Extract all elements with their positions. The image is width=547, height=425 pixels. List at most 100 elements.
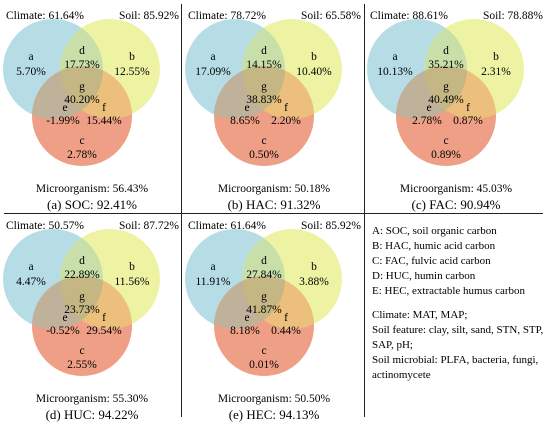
region-a-value: 5.70% (16, 66, 46, 78)
region-c-value: 0.01% (249, 359, 279, 371)
region-b-value: 12.55% (114, 66, 150, 78)
divider-vertical-1 (181, 4, 182, 417)
region-f-letter: f (284, 312, 288, 324)
soil-label: Soil: 85.92% (300, 220, 361, 232)
region-b-value: 11.56% (114, 276, 150, 288)
region-f-value: 0.44% (271, 325, 301, 337)
legend-microbial-factors: Soil microbial: PLFA, bacteria, fungi, a… (372, 354, 539, 381)
region-b-letter: b (129, 261, 135, 273)
region-g-letter: g (261, 291, 267, 303)
panel-caption: (e) HEC: 94.13% (228, 407, 320, 422)
panel-caption: (a) SOC: 92.41% (47, 197, 137, 212)
region-e-letter: e (244, 312, 250, 324)
region-f-letter: f (284, 102, 288, 114)
region-a-value: 4.47% (16, 276, 46, 288)
region-b-value: 3.88% (299, 276, 329, 288)
climate-label: Climate: 61.64% (188, 220, 266, 232)
venn-diagram (185, 229, 342, 376)
region-e-value: -1.99% (46, 115, 80, 127)
region-e-letter: e (244, 102, 250, 114)
region-a-letter: a (210, 51, 216, 63)
region-c-value: 2.55% (67, 359, 97, 371)
legend-item-soc: A: SOC, soil organic carbon (372, 225, 497, 237)
venn-panel-soc: Climate: 61.64% Soil: 85.92% a 5.70% b 12.55%… (2, 4, 183, 215)
region-c-letter: c (261, 135, 267, 147)
region-g-value: 41.87% (246, 304, 282, 316)
region-a-value: 11.91% (195, 276, 231, 288)
divider-horizontal (4, 213, 543, 214)
region-a-letter: a (392, 51, 398, 63)
region-d-value: 17.73% (64, 59, 100, 71)
region-f-letter: f (466, 102, 470, 114)
divider-vertical-2 (364, 4, 365, 417)
region-g-letter: g (261, 81, 267, 93)
panel-caption: (c) FAC: 90.94% (411, 197, 501, 212)
legend-climate-factors: Climate: MAT, MAP; (372, 309, 468, 321)
region-e-value: 2.78% (412, 115, 442, 127)
climate-label: Climate: 50.57% (6, 220, 84, 232)
venn-panel-fac: Climate: 88.61% Soil: 78.88% a 10.13% b 2.31%… (366, 4, 547, 215)
region-e-letter: e (426, 102, 432, 114)
region-c-value: 2.78% (67, 149, 97, 161)
soil-label: Soil: 85.92% (118, 10, 179, 22)
venn-panel-hac: Climate: 78.72% Soil: 65.58% a 17.09% b 10.40… (184, 4, 365, 215)
venn-panel-huc: Climate: 50.57% Soil: 87.72% a 4.47% b 11.56%… (2, 214, 183, 425)
region-f-value: 2.20% (271, 115, 301, 127)
region-f-value: 29.54% (86, 325, 122, 337)
region-d-letter: d (79, 45, 85, 57)
venn-diagram (185, 19, 342, 166)
panel-caption: (b) HAC: 91.32% (227, 197, 321, 212)
climate-label: Climate: 61.64% (6, 10, 84, 22)
region-c-letter: c (79, 135, 85, 147)
region-b-value: 2.31% (481, 66, 511, 78)
region-a-letter: a (28, 261, 34, 273)
region-c-value: 0.50% (249, 149, 279, 161)
region-a-value: 10.13% (377, 66, 413, 78)
region-e-value: 8.65% (230, 115, 260, 127)
venn-diagram (367, 19, 524, 166)
region-f-value: 0.87% (453, 115, 483, 127)
region-e-value: 8.18% (230, 325, 260, 337)
region-g-value: 40.49% (428, 94, 464, 106)
region-d-value: 14.15% (246, 59, 282, 71)
microorganism-label: Microorganism: 56.43% (35, 183, 149, 195)
region-b-letter: b (311, 51, 317, 63)
region-g-value: 38.83% (246, 94, 282, 106)
microorganism-label: Microorganism: 50.50% (217, 393, 331, 405)
climate-label: Climate: 78.72% (188, 10, 266, 22)
region-e-value: -0.52% (46, 325, 80, 337)
soil-label: Soil: 87.72% (118, 220, 179, 232)
region-d-value: 35.21% (428, 59, 464, 71)
region-d-value: 22.89% (64, 269, 100, 281)
region-a-value: 17.09% (195, 66, 231, 78)
venn-diagram (3, 229, 160, 376)
region-g-letter: g (79, 291, 85, 303)
region-b-letter: b (129, 51, 135, 63)
region-f-value: 15.44% (86, 115, 122, 127)
region-d-letter: d (261, 255, 267, 267)
region-e-letter: e (62, 102, 68, 114)
region-g-value: 23.73% (64, 304, 100, 316)
legend-item-hac: B: HAC, humic acid carbon (372, 240, 496, 252)
legend-soil-factors: Soil feature: clay, silt, sand, STN, STP… (372, 324, 544, 351)
region-b-letter: b (493, 51, 499, 63)
region-c-value: 0.89% (431, 149, 461, 161)
region-b-value: 10.40% (296, 66, 332, 78)
legend-item-huc: D: HUC, humin carbon (372, 270, 476, 282)
region-g-letter: g (443, 81, 449, 93)
region-c-letter: c (79, 345, 85, 357)
venn-diagram (3, 19, 160, 166)
region-d-letter: d (261, 45, 267, 57)
climate-label: Climate: 88.61% (370, 10, 448, 22)
region-f-letter: f (102, 312, 106, 324)
microorganism-label: Microorganism: 45.03% (399, 183, 513, 195)
region-a-letter: a (210, 261, 216, 273)
legend: A: SOC, soil organic carbon B: HAC, humi… (372, 224, 544, 383)
microorganism-label: Microorganism: 50.18% (217, 183, 331, 195)
panel-caption: (d) HUC: 94.22% (45, 407, 139, 422)
region-a-letter: a (28, 51, 34, 63)
region-c-letter: c (443, 135, 449, 147)
venn-panel-hec: Climate: 61.64% Soil: 85.92% a 11.91% b 3.88%… (184, 214, 365, 425)
region-d-value: 27.84% (246, 269, 282, 281)
